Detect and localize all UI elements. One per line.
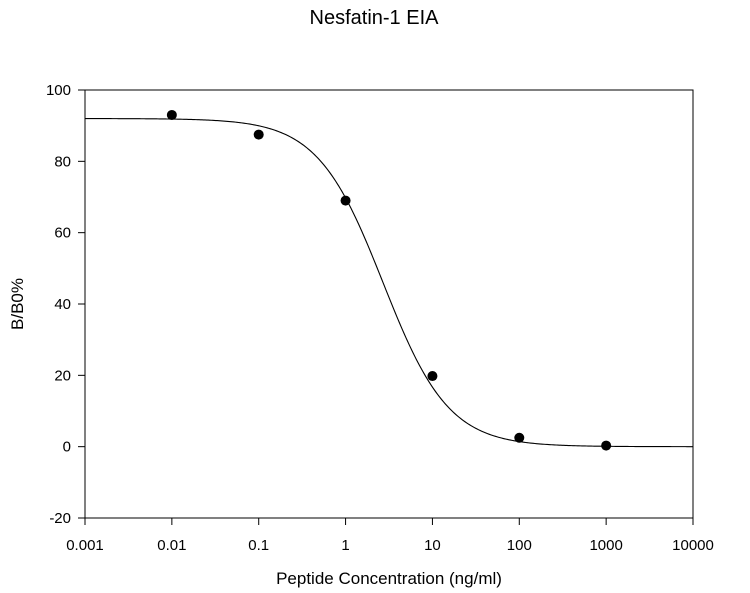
y-tick-label: 0 [63, 439, 71, 456]
x-tick-label: 10000 [672, 537, 714, 554]
y-axis-label: B/B0% [8, 278, 27, 330]
data-point [514, 432, 525, 443]
y-tick-label: 40 [54, 296, 71, 313]
x-tick-label: 10 [424, 537, 441, 554]
x-tick-label: 0.001 [66, 537, 104, 554]
x-tick-label: 0.01 [157, 537, 186, 554]
chart-title: Nesfatin-1 EIA [310, 7, 440, 29]
fit-curve-line [85, 118, 693, 448]
fit-curve-layer [85, 118, 693, 448]
y-tick-label: 60 [54, 225, 71, 242]
data-points-layer [166, 109, 612, 451]
y-tick-label: 100 [46, 82, 71, 99]
x-tick-label: 0.1 [248, 537, 269, 554]
y-tick-label: 80 [54, 153, 71, 170]
data-point [601, 440, 612, 451]
x-tick-label: 1 [341, 537, 349, 554]
y-tick-label: 20 [54, 367, 71, 384]
plot-frame [84, 89, 694, 519]
x-axis-label: Peptide Concentration (ng/ml) [276, 569, 502, 588]
x-tick-label: 1000 [589, 537, 622, 554]
y-tick-label: -20 [49, 510, 71, 527]
data-point [253, 129, 264, 140]
data-point [427, 371, 438, 382]
x-axis-ticks: 0.001 0.01 0.1 1 10 100 1000 10000 [66, 518, 714, 554]
y-axis-ticks: -20 0 20 40 60 80 100 [46, 82, 85, 527]
data-point [340, 195, 351, 206]
data-point [166, 109, 177, 120]
x-tick-label: 100 [507, 537, 532, 554]
